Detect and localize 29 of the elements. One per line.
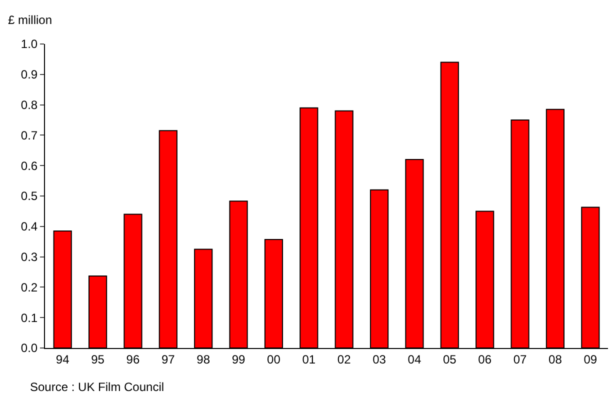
x-tick-label: 03 [372, 352, 386, 366]
x-tick-label: 06 [478, 352, 492, 366]
x-tick-label: 08 [548, 352, 562, 366]
x-tick-label: 05 [442, 352, 457, 366]
y-tick-label: 0.8 [20, 98, 38, 112]
source-note: Source : UK Film Council [30, 380, 164, 394]
x-tick-label: 04 [408, 352, 422, 366]
y-tick-label: 0.0 [20, 341, 38, 356]
x-tick-label: 02 [337, 352, 352, 366]
x-tick-label: 01 [302, 352, 316, 366]
y-axis-title: £ million [8, 13, 52, 27]
x-tick-label: 00 [267, 352, 281, 366]
y-tick-label: 0.4 [20, 220, 38, 234]
x-tick-label: 95 [91, 352, 105, 366]
x-tick-label: 99 [232, 352, 246, 366]
x-tick-label: 94 [56, 352, 70, 366]
x-tick-label: 97 [161, 352, 176, 366]
y-tick-label: 0.9 [20, 68, 38, 82]
y-tick-label: 0.2 [20, 280, 38, 294]
x-tick-label: 96 [126, 352, 140, 366]
x-tick-label: 07 [513, 352, 528, 366]
y-tick-label: 0.3 [20, 250, 38, 264]
x-tick-label: 09 [584, 352, 598, 366]
y-tick-label: 1.0 [20, 37, 38, 52]
y-tick-label: 0.6 [20, 158, 38, 173]
x-tick-label: 98 [196, 352, 210, 366]
y-tick-label: 0.7 [20, 128, 38, 142]
y-tick-label: 0.5 [20, 189, 38, 204]
y-tick-label: 0.1 [20, 310, 38, 325]
